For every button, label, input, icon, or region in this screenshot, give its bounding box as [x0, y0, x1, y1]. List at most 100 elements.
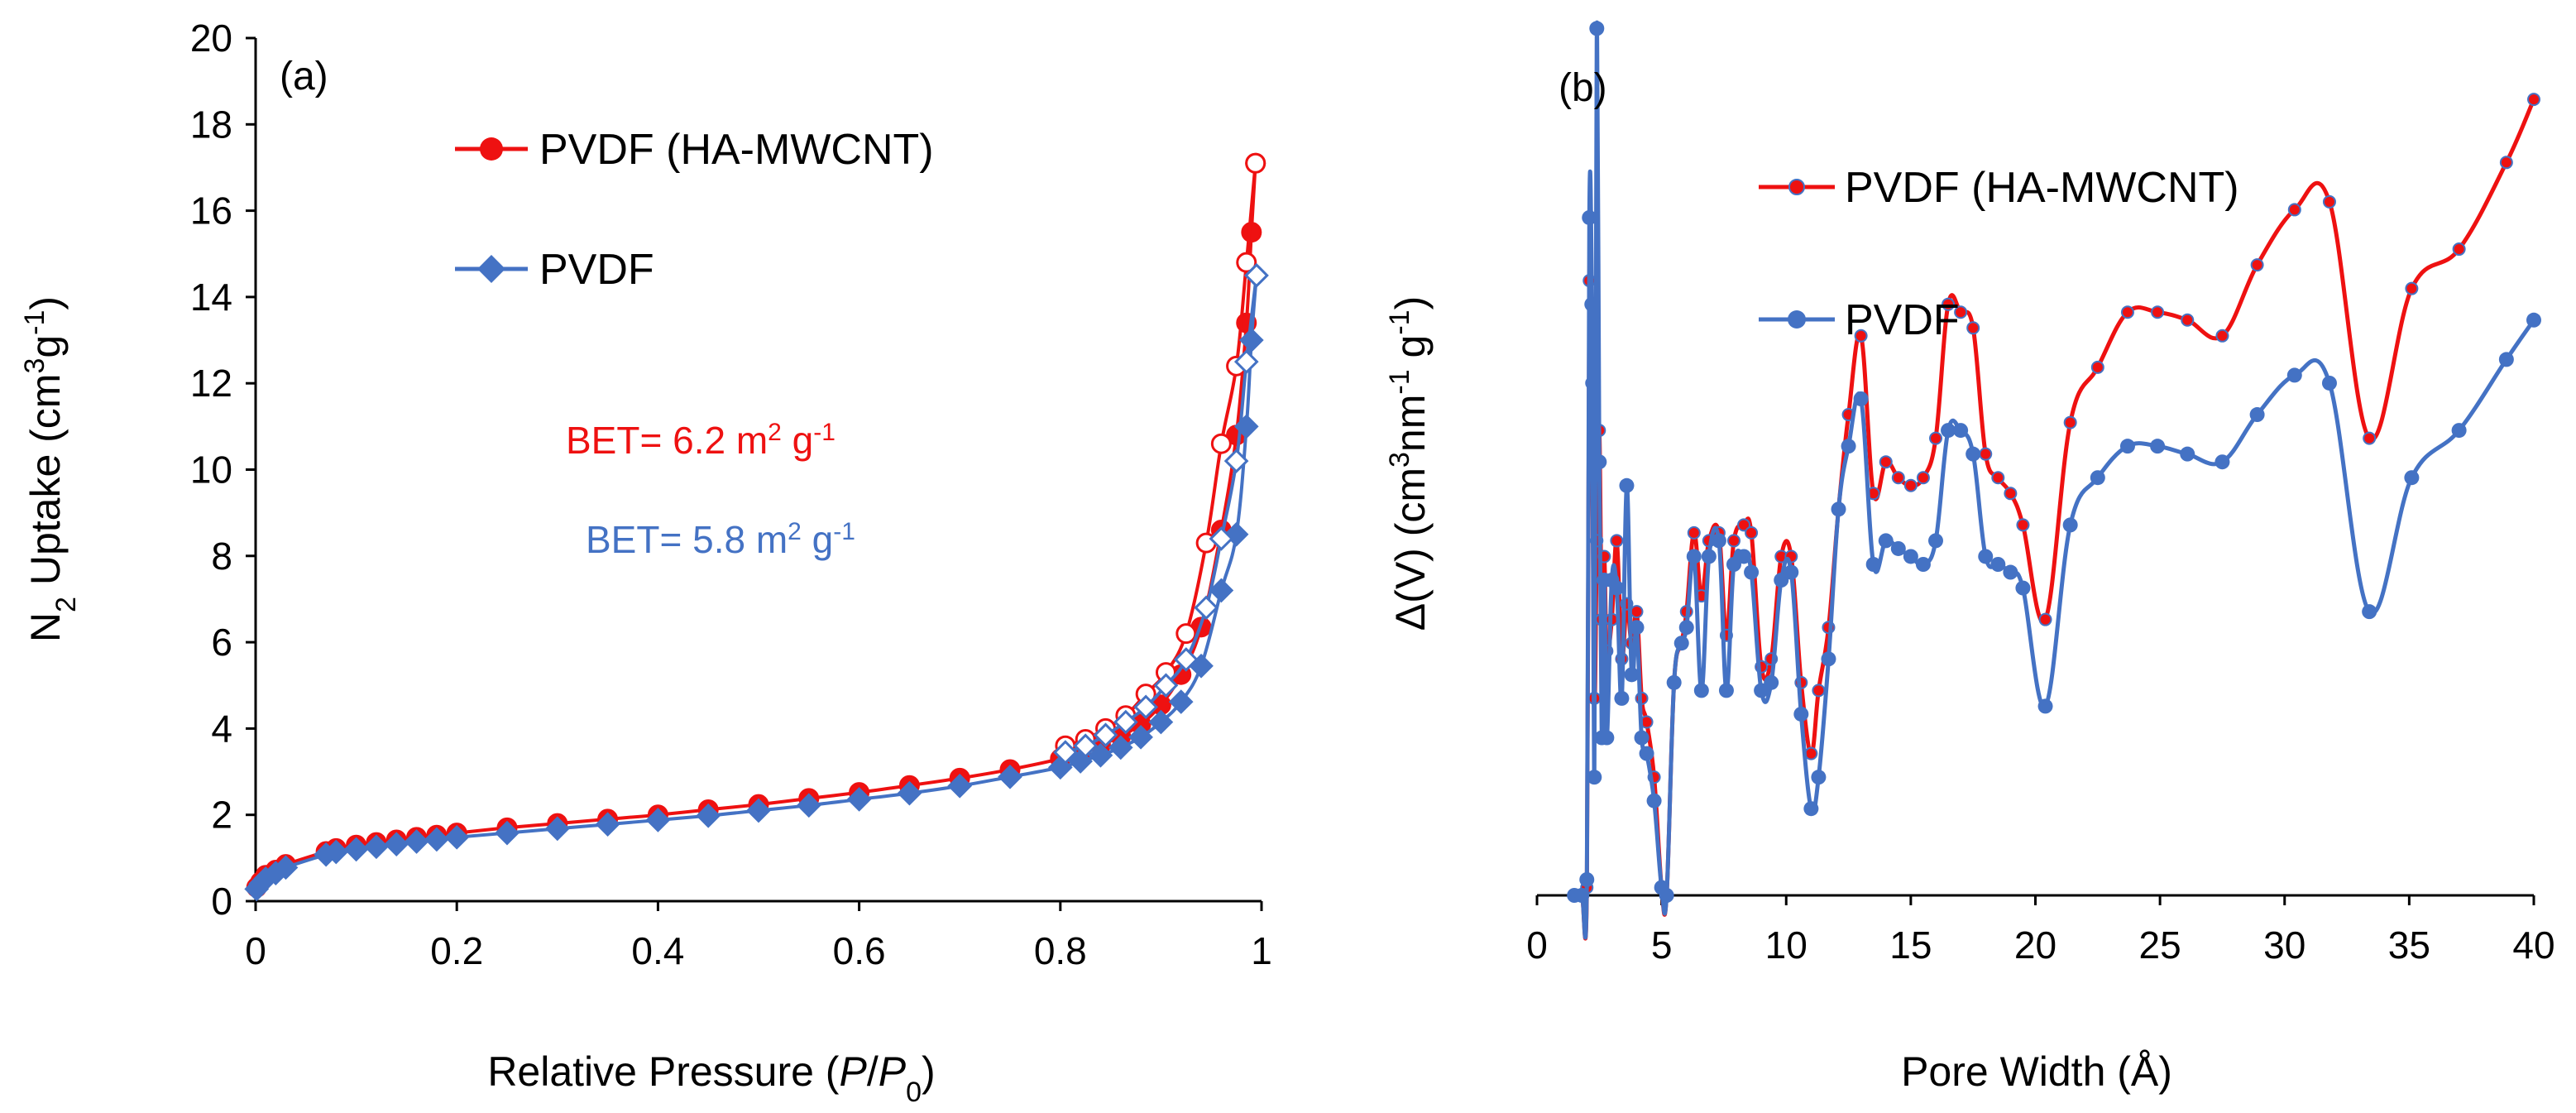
- chart-a-y-tick-label: 12: [190, 362, 232, 405]
- chart-b-data-point: [1831, 501, 1846, 517]
- chart-b-data-point: [1793, 706, 1809, 722]
- chart-b-data-point: [1711, 533, 1726, 549]
- chart-a-x-tick-label: 0.6: [833, 929, 886, 972]
- chart-a-data-point: [1148, 709, 1174, 735]
- chart-a-data-point: [1244, 262, 1269, 288]
- chart-b-data-point: [2286, 367, 2302, 383]
- chart-b-data-point: [2250, 258, 2264, 272]
- chart-b-data-point: [2526, 312, 2541, 328]
- chart-b-data-point: [1978, 549, 1994, 564]
- chart-b-data-point: [1592, 454, 1607, 470]
- chart-a-data-point: [696, 803, 721, 828]
- chart-b-data-point: [1609, 580, 1625, 596]
- chart-a-x-tick-label: 1: [1251, 929, 1272, 972]
- chart-b-data-point: [1812, 684, 1826, 698]
- chart-a-data-point: [343, 837, 369, 862]
- chart-a-data-point: [998, 764, 1022, 789]
- chart-a-legend-item-1: PVDF (HA-MWCNT): [455, 126, 934, 174]
- chart-a-data-point: [1238, 328, 1264, 353]
- chart-a-data-point: [444, 824, 470, 850]
- chart-b-data-point: [2003, 564, 2018, 580]
- chart-b-data-point: [1639, 746, 1654, 761]
- chart-a-y-tick-label: 4: [211, 707, 232, 750]
- chart-a-data-point: [645, 808, 671, 832]
- chart-a-data-point: [897, 780, 922, 806]
- chart-b-data-point: [2214, 454, 2230, 470]
- chart-b-data-point: [1928, 533, 1943, 549]
- chart-b-data-point: [2499, 156, 2513, 170]
- chart-b-data-point: [2038, 612, 2052, 626]
- chart-a-data-point: [796, 793, 821, 818]
- chart-b-data-point: [1587, 770, 1602, 785]
- chart-a-x-tick-label: 0.2: [430, 929, 483, 972]
- chart-a-data-point: [1245, 152, 1266, 174]
- chart-b-data-point: [1979, 447, 1993, 461]
- chart-a-y-tick-label: 20: [190, 17, 232, 60]
- chart-a-data-point: [424, 827, 449, 852]
- chart-b-legend-label-1: PVDF (HA-MWCNT): [1845, 164, 2239, 212]
- chart-a-data-point: [1088, 742, 1113, 768]
- chart-b-data-point: [1584, 296, 1600, 312]
- chart-b-data-point: [1614, 690, 1630, 706]
- chart-b-data-point: [2120, 305, 2134, 319]
- chart-b-data-point: [1990, 557, 2006, 572]
- chart-a-legend-label-1: PVDF (HA-MWCNT): [539, 126, 934, 174]
- chart-a-x-tick-label: 0.8: [1034, 929, 1087, 972]
- chart-b-data-point: [1686, 549, 1702, 564]
- chart-b-legend-item-1: PVDF (HA-MWCNT): [1759, 164, 2239, 212]
- chart-a-data-point: [1168, 689, 1194, 714]
- chart-a-data-point: [1209, 526, 1234, 551]
- chart-b-data-point: [2015, 580, 2031, 596]
- chart-b-data-point: [1678, 620, 1694, 636]
- chart-a-data-point: [364, 834, 389, 860]
- chart-b-data-point: [1966, 321, 1980, 335]
- chart-b-data-point: [1736, 549, 1752, 564]
- chart-b-data-point: [2321, 375, 2337, 391]
- chart-b-data-point: [1579, 871, 1595, 887]
- chart-a-x-axis-label: Relative Pressure (P/P0): [487, 1048, 935, 1108]
- chart-b-x-tick-label: 35: [2388, 924, 2430, 967]
- chart-b-data-point: [1574, 888, 1590, 903]
- chart-b-data-point: [1745, 525, 1759, 540]
- chart-a-data-point: [1073, 733, 1099, 759]
- chart-a-data-point: [1108, 735, 1133, 760]
- chart-b-data-point: [1737, 518, 1751, 532]
- chart-a-x-tick-label: 0.4: [631, 929, 684, 972]
- chart-b-data-point: [2090, 360, 2104, 374]
- chart-a-legend: PVDF (HA-MWCNT) PVDF: [455, 126, 934, 294]
- chart-b-legend-marker-2: [1788, 310, 1806, 329]
- chart-b-x-tick-label: 30: [2263, 924, 2305, 967]
- chart-a-x-tick-label: 0: [245, 929, 266, 972]
- chart-b-legend: PVDF (HA-MWCNT) PVDF: [1759, 164, 2239, 344]
- chart-a-series-3: [244, 262, 1269, 902]
- chart-b-data-point: [2004, 487, 2018, 501]
- chart-a-data-point: [595, 812, 620, 837]
- chart-a-bet-annotation-1: BET= 6.2 m2 g-1: [566, 419, 836, 463]
- chart-b-data-point: [1854, 329, 1868, 343]
- chart-a-data-point: [1233, 349, 1259, 374]
- chart-a-data-point: [323, 839, 349, 865]
- chart-b-data-point: [1630, 605, 1644, 619]
- chart-b-data-point: [1610, 534, 1624, 548]
- chart-a-series-line: [1065, 163, 1257, 748]
- chart-b-data-point: [1718, 683, 1734, 698]
- chart-b-data-point: [2215, 329, 2229, 343]
- chart-b-data-point: [1784, 564, 1799, 580]
- chart-b-data-point: [1942, 297, 1956, 311]
- chart-b-data-point: [2362, 604, 2377, 620]
- chart-a-data-point: [846, 787, 872, 812]
- chart-a-y-tick-label: 0: [211, 880, 232, 923]
- chart-a-legend-marker-2: [477, 255, 505, 283]
- chart-a: 0 2 4 6 8 10 12 14 16 18 20 0 0.2 0.4 0.6 0.8 1 (a) PVD…: [19, 17, 1272, 1108]
- chart-b-legend-item-2: PVDF: [1759, 296, 1960, 344]
- chart-b-data-point: [1991, 471, 2005, 485]
- chart-b-data-point: [1673, 636, 1689, 651]
- chart-b-data-point: [2287, 203, 2301, 217]
- chart-a-data-point: [1236, 252, 1257, 273]
- chart-b-data-point: [1774, 573, 1789, 588]
- chart-b-data-point: [1701, 549, 1717, 564]
- chart-a-y-axis-label: N2 Uptake (cm3g-1): [19, 296, 82, 642]
- chart-b-series-2: [1567, 20, 2541, 940]
- chart-b-data-point: [1744, 564, 1760, 580]
- chart-b-data-point: [2451, 423, 2467, 439]
